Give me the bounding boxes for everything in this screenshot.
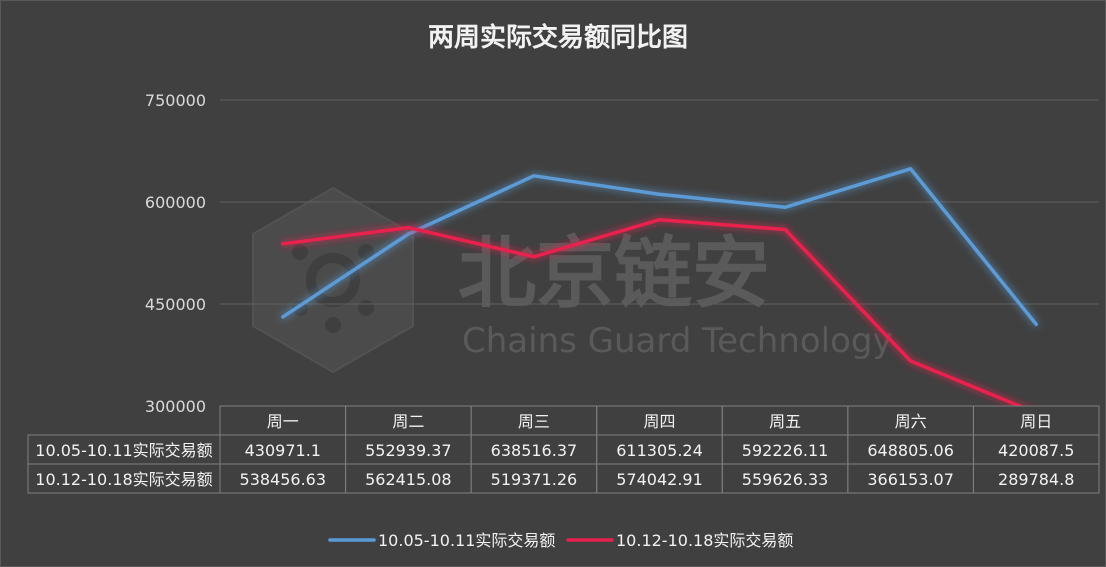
series-line-2 bbox=[281, 217, 1025, 406]
series-line-1 bbox=[281, 167, 1038, 327]
watermark-logo bbox=[252, 186, 414, 374]
y-tick-label: 750000 bbox=[145, 91, 206, 110]
x-tick-label: 周六 bbox=[895, 412, 927, 431]
x-tick-label: 周四 bbox=[643, 412, 675, 431]
x-tick-label: 周五 bbox=[769, 412, 801, 431]
legend-label-2: 10.12-10.18实际交易额 bbox=[616, 531, 793, 550]
y-tick-label: 600000 bbox=[145, 193, 206, 212]
data-label: 366153.07 bbox=[867, 470, 954, 489]
y-tick-label: 300000 bbox=[145, 397, 206, 416]
data-label: 430971.1 bbox=[245, 441, 321, 460]
x-tick-label: 周一 bbox=[267, 412, 299, 431]
data-label: 538456.63 bbox=[240, 470, 327, 489]
data-label: 592226.11 bbox=[742, 441, 829, 460]
table-row-label: 10.05-10.11实际交易额 bbox=[35, 441, 212, 460]
series-lines bbox=[281, 167, 1038, 406]
watermark-text-cn: 北京链安 bbox=[458, 229, 770, 319]
data-label: 559626.33 bbox=[742, 470, 829, 489]
data-label: 420087.5 bbox=[998, 441, 1074, 460]
watermark-text-en: Chains Guard Technology bbox=[462, 321, 893, 361]
data-label: 552939.37 bbox=[365, 441, 452, 460]
x-tick-label: 周三 bbox=[518, 412, 550, 431]
x-tick-label: 周二 bbox=[392, 412, 424, 431]
data-table: 周一 周二 周三 周四 周五 周六 周日 10.05-10.11实际交易额 430971.1 55… bbox=[27, 405, 1100, 494]
table-cell bbox=[972, 463, 1100, 494]
y-axis: 300000 450000 600000 750000 bbox=[145, 91, 206, 416]
data-label: 519371.26 bbox=[491, 470, 578, 489]
legend: 10.05-10.11实际交易额 10.12-10.18实际交易额 bbox=[328, 531, 793, 550]
data-label: 611305.24 bbox=[616, 441, 703, 460]
chart-title: 两周实际交易额同比图 bbox=[428, 22, 688, 53]
grid-lines bbox=[220, 99, 1099, 305]
data-label: 648805.06 bbox=[867, 441, 954, 460]
x-tick-label: 周日 bbox=[1020, 412, 1052, 431]
y-tick-label: 450000 bbox=[145, 295, 206, 314]
data-label: 562415.08 bbox=[365, 470, 452, 489]
table-row-label: 10.12-10.18实际交易额 bbox=[35, 470, 212, 489]
data-label: 574042.91 bbox=[616, 470, 703, 489]
data-label: 638516.37 bbox=[491, 441, 578, 460]
data-label: 289784.8 bbox=[998, 470, 1074, 489]
legend-label-1: 10.05-10.11实际交易额 bbox=[378, 531, 555, 550]
